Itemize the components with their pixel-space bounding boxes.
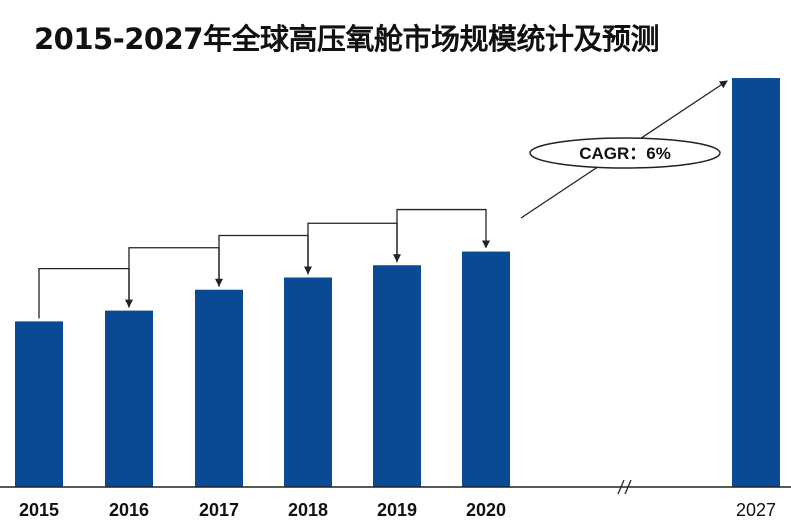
x-tick-label-2018: 2018 — [288, 500, 328, 520]
bar-2017 — [195, 289, 243, 487]
cagr-label: CAGR：6% — [579, 144, 671, 163]
x-tick-label-2020: 2020 — [466, 500, 506, 520]
chart-title: 2015-2027年全球高压氧舱市场规模统计及预测 — [34, 22, 659, 56]
bar-2018 — [284, 277, 332, 487]
axis-break-mark — [624, 479, 632, 495]
bar-2020 — [462, 251, 510, 487]
x-tick-label-2016: 2016 — [109, 500, 149, 520]
bar-2015 — [15, 321, 63, 487]
bar-2016 — [105, 310, 153, 487]
x-tick-label-2027: 2027 — [736, 500, 776, 520]
bar-2027 — [732, 78, 780, 487]
axis-break-mark — [617, 479, 625, 495]
x-tick-label-2019: 2019 — [377, 500, 417, 520]
x-tick-label-2017: 2017 — [199, 500, 239, 520]
growth-arrow-2019-2020 — [396, 208, 490, 263]
cagr-ellipse — [529, 137, 721, 169]
bar-2019 — [373, 265, 421, 487]
x-tick-label-2015: 2015 — [19, 500, 59, 520]
